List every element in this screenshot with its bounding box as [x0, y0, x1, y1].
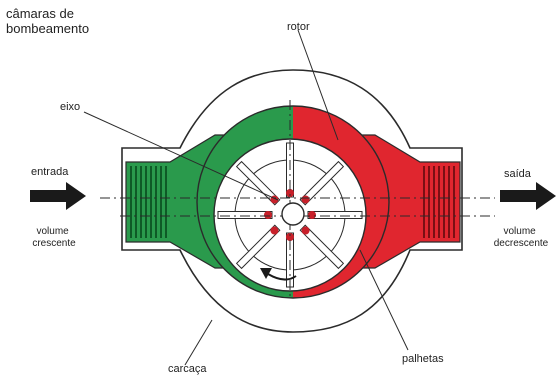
carcaca-label: carcaça — [168, 363, 207, 375]
inlet-arrow-icon — [30, 182, 86, 210]
outlet-arrow-icon — [500, 182, 556, 210]
eixo-label: eixo — [60, 101, 80, 113]
shaft — [282, 203, 304, 225]
vane-3 — [308, 212, 362, 219]
vane-base-6 — [270, 227, 278, 235]
vane-base-4 — [302, 227, 310, 235]
vane-base-3 — [308, 211, 316, 219]
vane-base-2 — [302, 195, 310, 203]
volume-crescente-label: volume crescente — [32, 226, 76, 249]
volume-decrescente-label: volume decrescente — [494, 226, 549, 249]
chambers-label: câmaras de bombeamento — [6, 6, 89, 36]
rotor-label: rotor — [287, 21, 310, 33]
palhetas-label: palhetas — [402, 353, 444, 365]
entrada-label: entrada — [31, 166, 69, 178]
vane-7 — [218, 212, 272, 219]
carcaca-leader — [185, 320, 212, 365]
saida-label: saída — [504, 168, 532, 180]
vane-base-7 — [264, 211, 272, 219]
